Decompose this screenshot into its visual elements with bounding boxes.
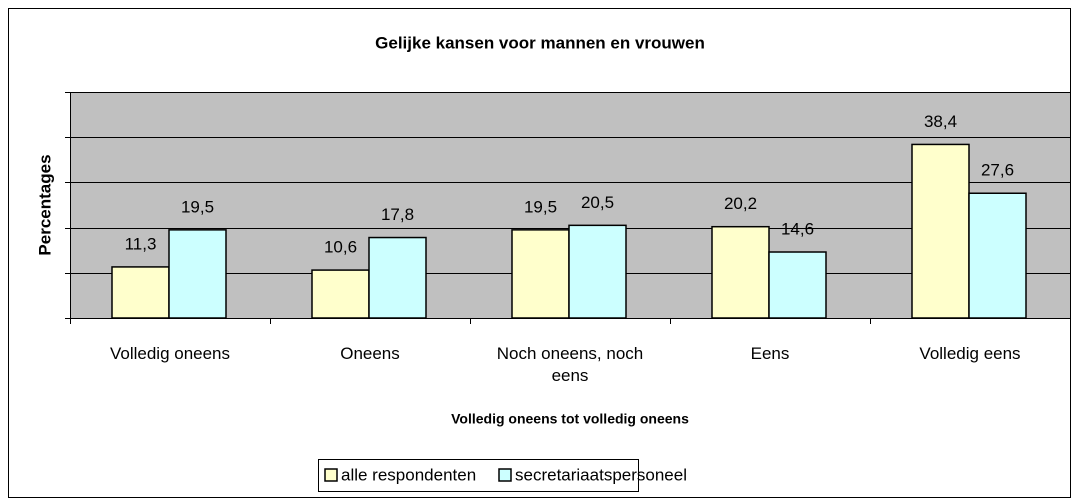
bar [111, 266, 170, 319]
value-label: 20,5 [581, 193, 614, 212]
value-label: 38,4 [924, 112, 957, 131]
bar [968, 192, 1027, 319]
value-label: 10,6 [324, 238, 357, 257]
legend-swatch [498, 468, 512, 482]
bar [768, 251, 827, 319]
legend-label: alle respondenten [341, 465, 476, 484]
x-axis-title: Volledig oneens tot volledig oneens [451, 411, 689, 427]
x-tick-label: Noch oneens, noch eens [496, 344, 644, 385]
x-tick-label: Oneens [340, 344, 400, 363]
value-label: 17,8 [381, 205, 414, 224]
bar [911, 143, 970, 319]
value-label: 11,3 [125, 234, 157, 253]
bar [368, 236, 427, 319]
legend [318, 459, 639, 492]
value-label: 19,5 [181, 197, 214, 216]
legend-swatch [324, 468, 338, 482]
y-axis-title: Percentages [35, 154, 54, 255]
x-tick-label: Eens [750, 344, 790, 363]
value-label: 27,6 [981, 161, 1014, 180]
value-label: 14,6 [781, 219, 814, 238]
bar [511, 229, 570, 319]
legend-label: secretariaatspersoneel [515, 465, 687, 484]
value-label: 20,2 [724, 194, 757, 213]
bar [311, 269, 370, 319]
x-tick-label: Volledig oneens [109, 344, 231, 363]
bar [168, 229, 227, 319]
chart-title: Gelijke kansen voor mannen en vrouwen [375, 33, 705, 52]
x-tick-label: Volledig eens [919, 344, 1021, 363]
bar [568, 224, 627, 319]
value-label: 19,5 [524, 197, 557, 216]
bar [711, 225, 770, 319]
